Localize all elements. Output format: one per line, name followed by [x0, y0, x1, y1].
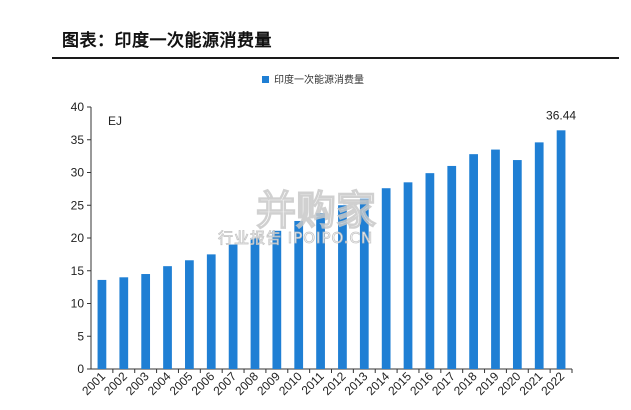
bar — [316, 213, 325, 369]
bar — [294, 220, 304, 369]
x-tick-label: 2004 — [145, 369, 174, 398]
y-tick-label: 25 — [71, 198, 85, 212]
bar — [97, 279, 107, 369]
bar — [272, 230, 282, 369]
y-axis-ticks: 0 5 10 15 20 25 30 35 40 — [71, 100, 91, 376]
y-tick-label: 20 — [71, 231, 85, 245]
bar — [425, 173, 435, 369]
data-label: 36.44 — [546, 108, 576, 122]
bar — [250, 238, 260, 369]
x-tick-label: 2009 — [254, 369, 283, 398]
y-tick-label: 35 — [71, 133, 85, 147]
bar — [119, 277, 129, 369]
y-tick-label: 5 — [77, 329, 84, 343]
y-tick-label: 30 — [71, 166, 85, 180]
title-underline — [52, 57, 619, 59]
unit-label: EJ — [108, 114, 122, 128]
bar — [469, 154, 478, 369]
x-tick-label: 2016 — [407, 369, 436, 398]
legend-swatch — [262, 76, 269, 83]
x-tick-label: 2012 — [320, 369, 349, 398]
bar — [447, 165, 457, 369]
y-tick-label: 40 — [71, 100, 85, 114]
y-tick-label: 15 — [71, 264, 85, 278]
y-tick-label: 10 — [71, 297, 85, 311]
watermark: 并购家 行业报告 IPOIPO.CN — [218, 187, 377, 247]
bar — [491, 149, 500, 369]
x-tick-label: 2003 — [123, 369, 152, 398]
bar — [228, 244, 238, 369]
x-tick-label: 2017 — [429, 369, 458, 398]
bar — [338, 205, 347, 369]
x-tick-label: 2021 — [517, 369, 546, 398]
bar — [556, 130, 566, 369]
x-tick-label: 2002 — [101, 369, 130, 398]
watermark-main: 并购家 — [256, 188, 376, 234]
bar — [381, 188, 391, 369]
x-tick-label: 2005 — [167, 369, 196, 398]
x-tick-label: 2019 — [473, 369, 502, 398]
x-tick-label: 2008 — [232, 369, 261, 398]
bar — [163, 266, 172, 369]
x-tick-label: 2006 — [189, 369, 218, 398]
x-tick-label: 2014 — [363, 369, 392, 398]
y-tick-label: 0 — [77, 362, 84, 376]
figure-title: 图表：印度一次能源消费量 — [62, 31, 272, 51]
data-labels: 36.44 — [546, 108, 576, 122]
bars — [97, 130, 566, 369]
bar — [141, 274, 151, 369]
watermark-sub: 行业报告 IPOIPO.CN — [218, 229, 373, 247]
x-tick-label: 2015 — [385, 369, 414, 398]
x-axis-ticks: 2001200220032004200520062007200820092010… — [79, 369, 573, 398]
x-tick-label: 2013 — [342, 369, 371, 398]
bar — [185, 260, 194, 369]
legend-label: 印度一次能源消费量 — [274, 73, 364, 86]
x-tick-label: 2022 — [538, 369, 567, 398]
bar — [534, 142, 544, 369]
x-tick-label: 2018 — [451, 369, 480, 398]
x-tick-label: 2020 — [495, 369, 524, 398]
x-tick-label: 2011 — [299, 369, 327, 397]
bar — [512, 160, 522, 369]
x-tick-label: 2010 — [276, 369, 305, 398]
bar — [403, 182, 413, 369]
legend: 印度一次能源消费量 — [262, 73, 364, 86]
bar — [206, 254, 216, 369]
bar — [359, 198, 369, 369]
x-tick-label: 2007 — [210, 369, 239, 398]
